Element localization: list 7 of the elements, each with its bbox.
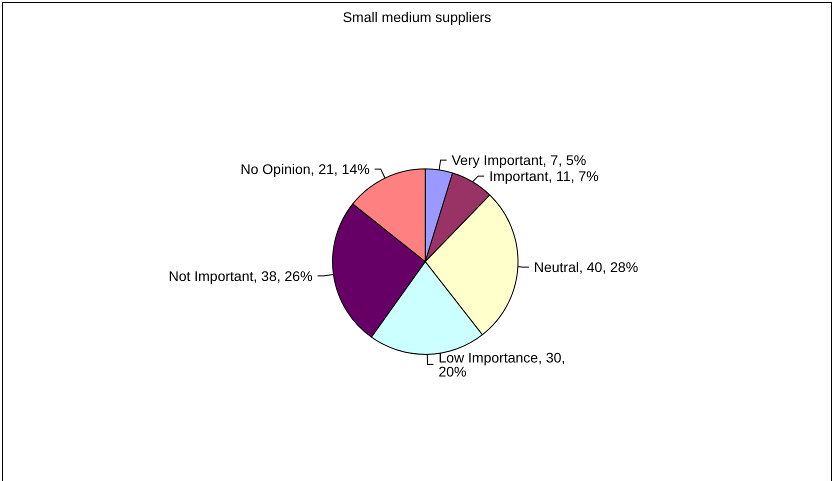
chart-title: Small medium suppliers <box>342 9 492 25</box>
slice-label: Neutral, 40, 28% <box>534 259 638 276</box>
slice-label: No Opinion, 21, 14% <box>240 161 370 178</box>
slice-label: Important, 11, 7% <box>489 168 599 184</box>
slice-label: Low Importance, 30, 20% <box>438 349 570 380</box>
slice-label: Very Important, 7, 5% <box>452 152 586 168</box>
slice-label: Not Important, 38, 26% <box>168 268 313 284</box>
